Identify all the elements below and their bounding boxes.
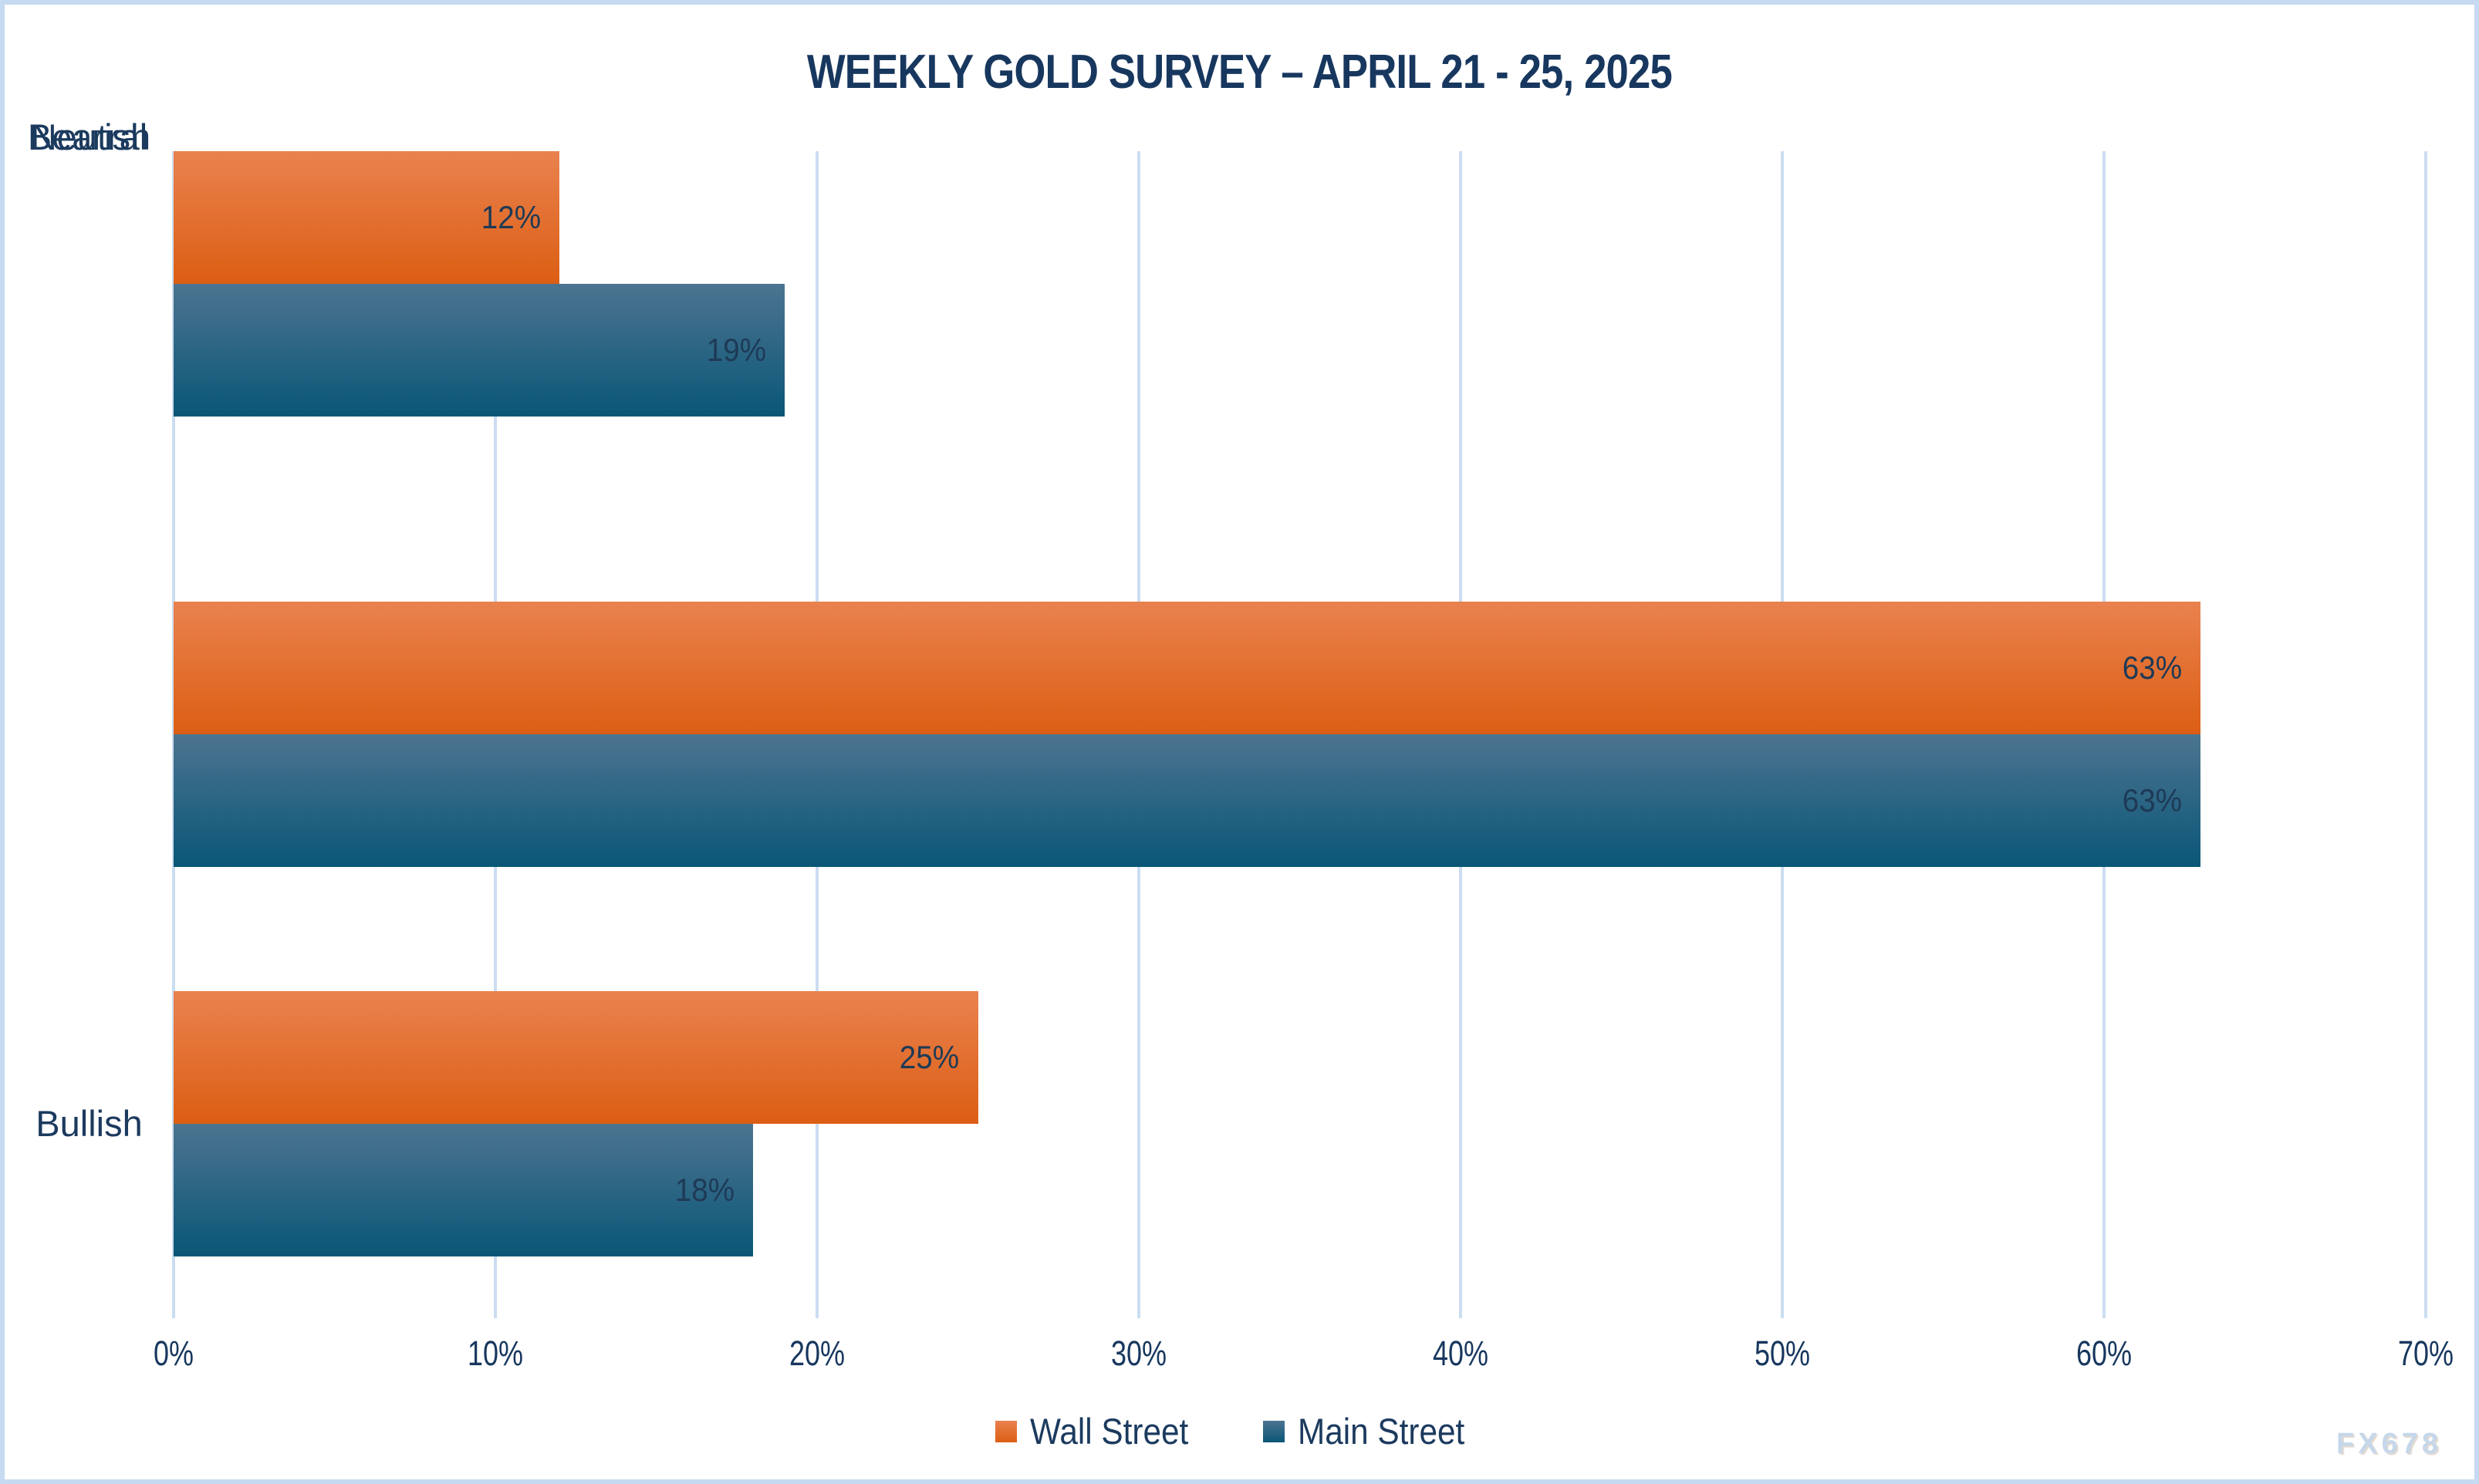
chart-title: WEEKLY GOLD SURVEY – APRIL 21 - 25, 2025 <box>5 45 2474 99</box>
fx678-watermark: FX678 <box>2336 1428 2442 1460</box>
x-tick-label: 30% <box>1110 1334 1167 1373</box>
x-tick-label: 40% <box>1432 1334 1489 1373</box>
legend: Wall Street Main Street <box>5 1410 2474 1452</box>
main-street-swatch-icon <box>1263 1420 1285 1442</box>
bar-group-bearish: 25% 18% <box>174 991 2426 1256</box>
x-tick-label: 10% <box>467 1334 524 1373</box>
legend-item-main-street: Main Street <box>1263 1410 1483 1452</box>
chart-title-text: WEEKLY GOLD SURVEY – APRIL 21 - 25, 2025 <box>806 46 1673 99</box>
bar-value-label: 19% <box>706 332 767 368</box>
bar-main-street-neutral: 19% <box>174 284 785 417</box>
legend-label-main-street: Main Street <box>1298 1411 1465 1452</box>
category-label-bearish: Bearish <box>27 116 151 157</box>
bar-wall-street-bullish: 63% <box>174 602 2201 734</box>
bar-main-street-bearish: 18% <box>174 1124 753 1256</box>
bar-main-street-bullish: 63% <box>174 734 2201 867</box>
plot-area: 63% 63% 25% 18% 12% 19% <box>172 151 2427 1318</box>
bar-value-label: 18% <box>674 1172 735 1208</box>
category-label-bullish: Bullish <box>35 1103 143 1144</box>
x-tick-label: 50% <box>1754 1334 1811 1373</box>
x-tick-label: 70% <box>2397 1334 2454 1373</box>
bar-value-label: 63% <box>2122 649 2183 686</box>
gridline <box>2424 151 2427 1318</box>
category-label-neutral: Neutral <box>30 116 148 157</box>
bar-value-label: 63% <box>2122 782 2183 818</box>
x-tick-label: 0% <box>153 1334 194 1373</box>
x-tick-label: 20% <box>789 1334 846 1373</box>
x-axis: 0% 10% 20% 30% 40% 50% 60% 70% <box>154 1334 2454 1388</box>
bar-value-label: 12% <box>481 199 542 235</box>
bar-wall-street-neutral: 12% <box>174 151 560 284</box>
bar-wall-street-bearish: 25% <box>174 991 978 1124</box>
legend-item-wall-street: Wall Street <box>995 1410 1206 1452</box>
bar-group-neutral: 12% 19% <box>174 151 2426 417</box>
bar-group-bullish: 63% 63% <box>174 602 2426 867</box>
legend-label-wall-street: Wall Street <box>1030 1411 1189 1452</box>
wall-street-swatch-icon <box>995 1420 1018 1442</box>
x-tick-label: 60% <box>2075 1334 2133 1373</box>
bar-value-label: 25% <box>900 1039 960 1075</box>
